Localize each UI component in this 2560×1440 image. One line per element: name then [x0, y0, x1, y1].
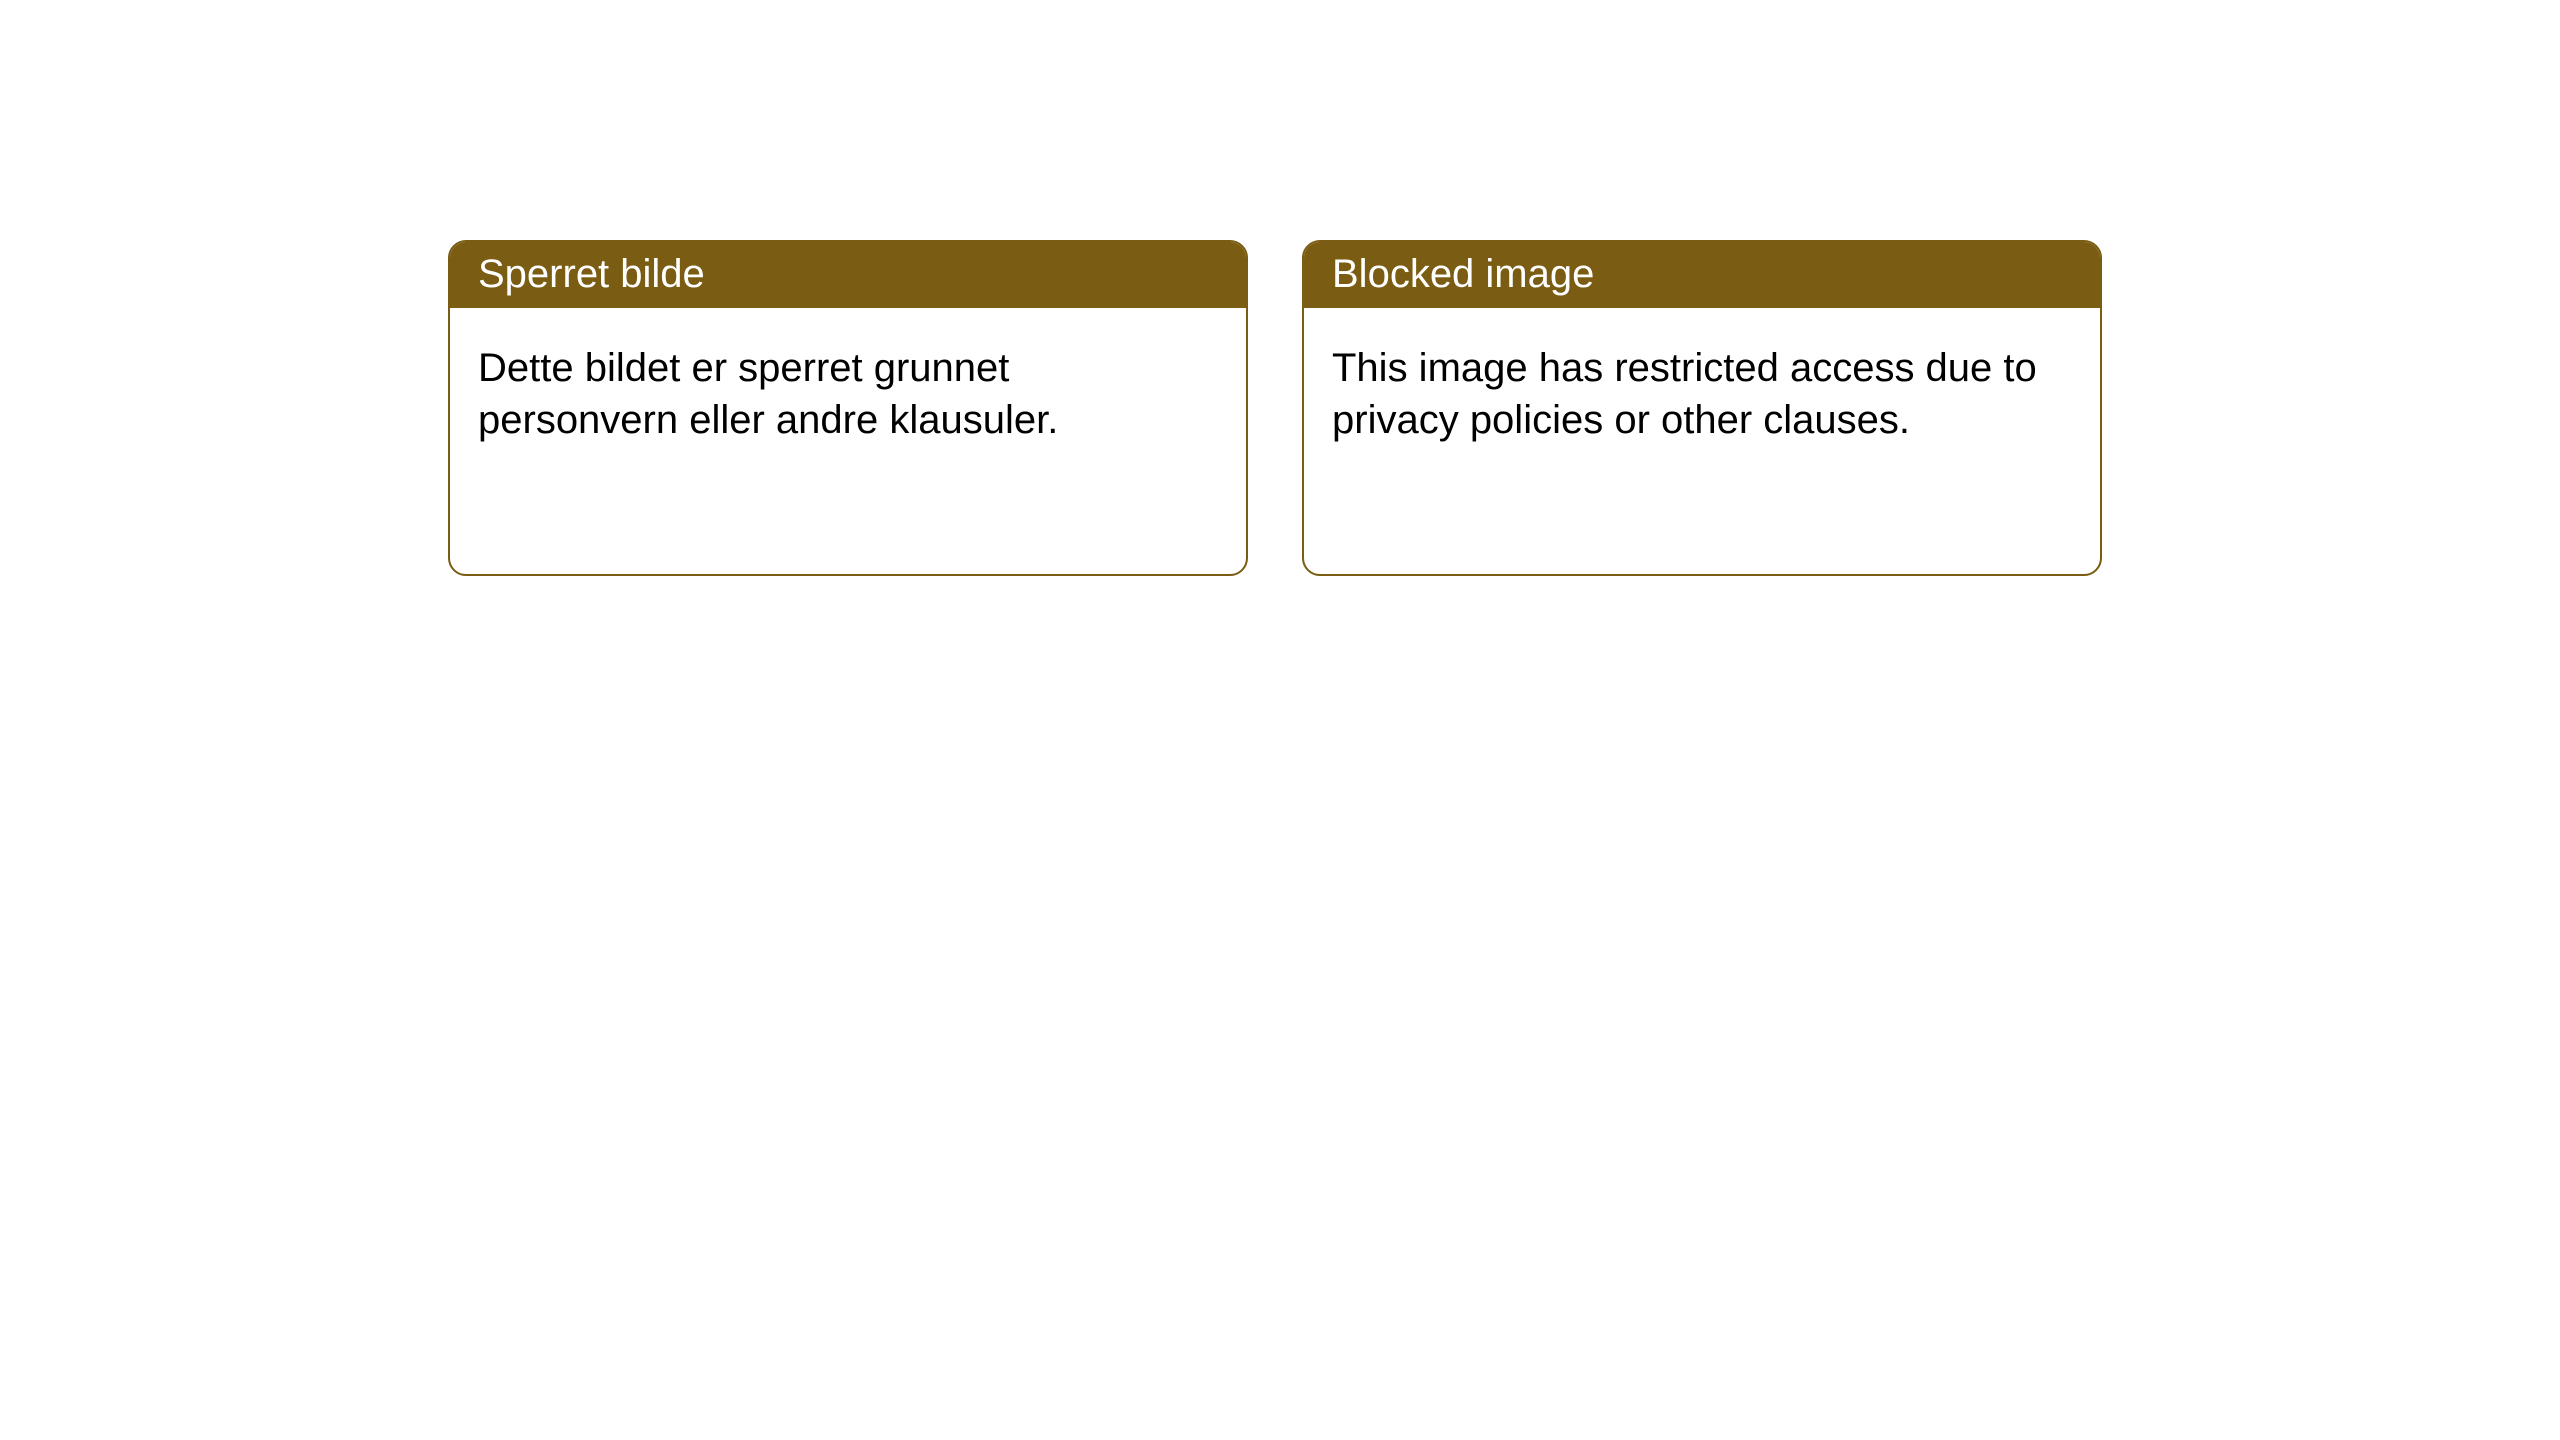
blocked-image-card-en: Blocked image This image has restricted … [1302, 240, 2102, 576]
cards-container: Sperret bilde Dette bildet er sperret gr… [0, 0, 2560, 576]
card-header-en: Blocked image [1304, 242, 2100, 308]
card-header-no: Sperret bilde [450, 242, 1246, 308]
blocked-image-card-no: Sperret bilde Dette bildet er sperret gr… [448, 240, 1248, 576]
card-body-en: This image has restricted access due to … [1304, 308, 2100, 480]
card-body-no: Dette bildet er sperret grunnet personve… [450, 308, 1246, 480]
